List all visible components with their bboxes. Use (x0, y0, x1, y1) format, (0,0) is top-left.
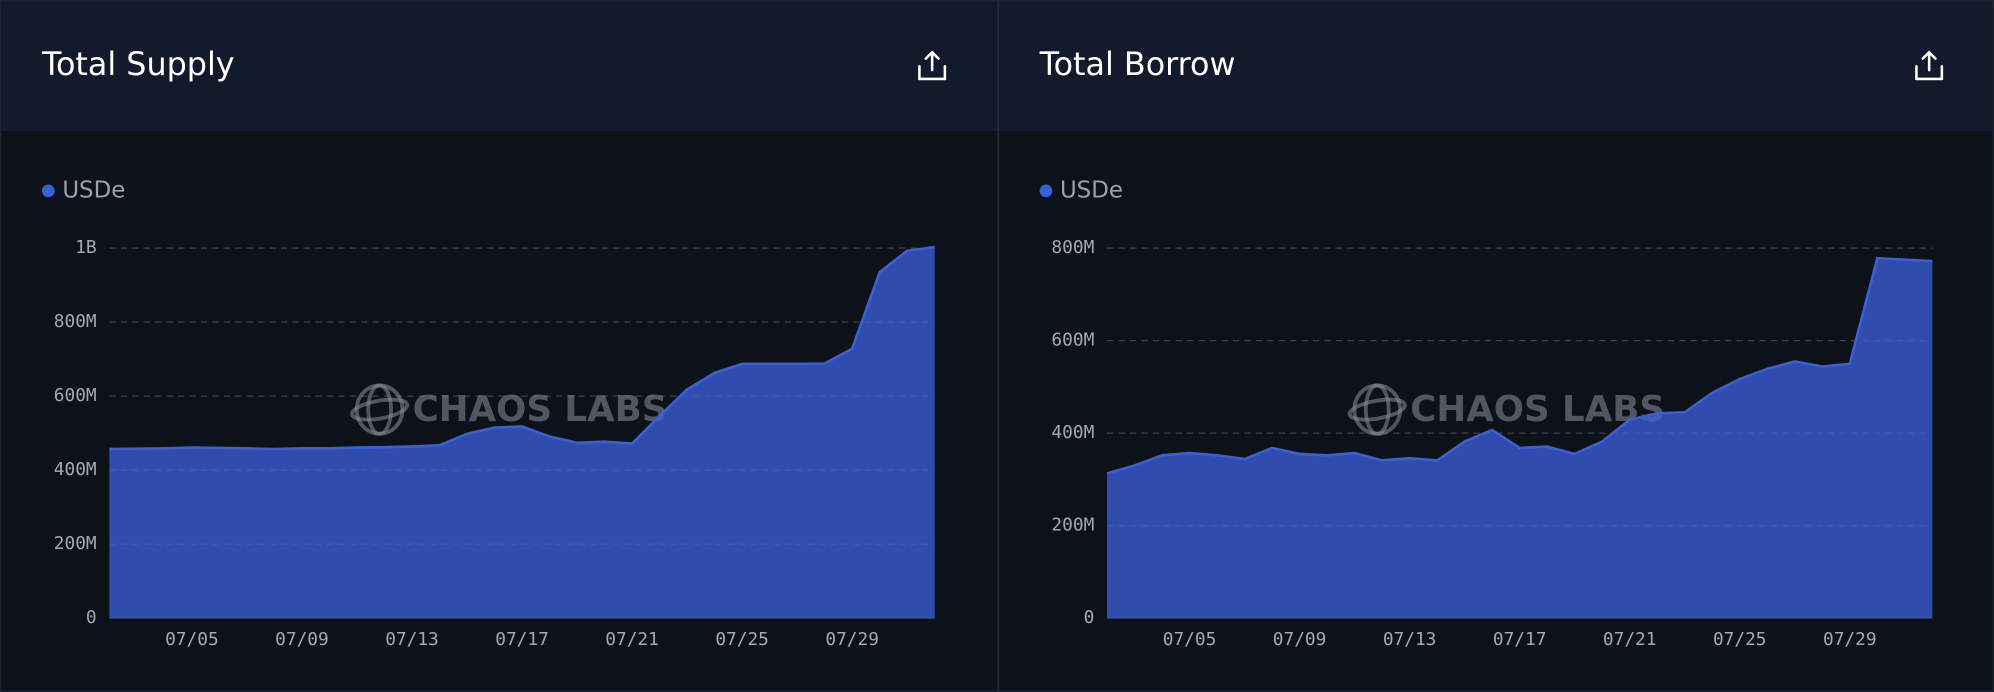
x-tick-label: 07/25 (715, 629, 769, 650)
x-tick-label: 07/13 (1383, 629, 1437, 650)
y-tick-label: 200M (1051, 515, 1094, 536)
legend-label: USDe (1060, 177, 1123, 203)
y-tick-label: 400M (1051, 422, 1094, 443)
export-arrow (924, 50, 940, 72)
y-tick-label: 200M (54, 533, 97, 554)
x-tick-label: 07/05 (165, 629, 219, 650)
y-tick-label: 800M (1051, 237, 1094, 258)
x-tick-label: 07/21 (1603, 629, 1657, 650)
watermark-logo (1347, 383, 1407, 436)
watermark: CHAOS LABS (413, 389, 668, 430)
chart-title: Total Borrow (1039, 46, 1236, 83)
area (1107, 258, 1933, 619)
x-tick-label: 07/29 (1823, 629, 1877, 650)
legend-marker (41, 184, 55, 198)
x-tick-label: 07/17 (1493, 629, 1547, 650)
logo-orbit (1347, 397, 1407, 422)
logo-orbit (350, 397, 410, 422)
y-tick-label: 400M (54, 459, 97, 480)
y-tick-label: 800M (54, 311, 97, 332)
export-icon (1915, 64, 1944, 81)
header-bar (0, 0, 1994, 132)
watermark: CHAOS LABS (1410, 389, 1665, 430)
line (1106, 256, 1933, 475)
logo-orbit (1363, 383, 1391, 436)
x-tick-label: 07/09 (1273, 629, 1327, 650)
line (109, 245, 935, 451)
x-tick-label: 07/17 (495, 629, 549, 650)
x-tick-label: 07/09 (275, 629, 329, 650)
legend-marker (1039, 184, 1053, 198)
export-button[interactable] (918, 50, 947, 81)
y-tick-label: 600M (54, 385, 97, 406)
area (109, 246, 935, 619)
chart-title: Total Supply (41, 46, 235, 83)
export-arrow (1921, 50, 1937, 72)
x-tick-label: 07/25 (1713, 629, 1767, 650)
y-tick-label: 0 (1084, 607, 1095, 628)
x-tick-label: 07/13 (385, 629, 439, 650)
x-tick-label: 07/21 (605, 629, 659, 650)
y-tick-label: 600M (1051, 330, 1094, 351)
x-tick-label: 07/29 (825, 629, 879, 650)
export-icon (918, 64, 947, 81)
watermark-logo (350, 383, 410, 436)
export-button[interactable] (1915, 50, 1944, 81)
logo-orbit (366, 383, 393, 436)
y-tick-label: 0 (86, 607, 97, 628)
y-tick-label: 1B (75, 237, 96, 258)
legend-label: USDe (62, 177, 125, 203)
x-tick-label: 07/05 (1163, 629, 1217, 650)
